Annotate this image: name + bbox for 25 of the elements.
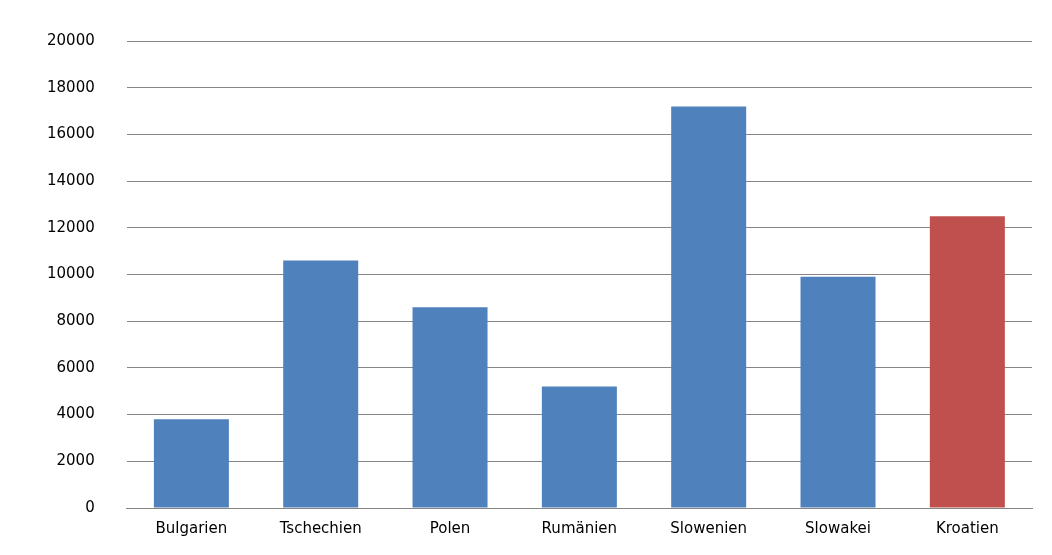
y-tick-label: 16000 [47,124,95,143]
bar [283,260,359,508]
bar [412,307,488,508]
y-tick-label: 12000 [47,217,95,236]
bar [929,216,1005,508]
x-tick-label: Tschechien [278,518,362,537]
x-tick-label: Bulgarien [155,518,228,537]
y-tick-label: 4000 [56,404,95,423]
y-tick-label: 8000 [56,311,95,330]
x-tick-label: Polen [429,518,471,537]
y-tick-label: 18000 [47,77,95,96]
x-tick-label: Kroatien [935,518,999,537]
y-tick-label: 2000 [56,451,95,470]
y-tick-label: 20000 [47,30,95,49]
bar [153,419,229,508]
bar [800,276,876,508]
y-tick-label: 14000 [47,170,95,189]
x-tick-label: Slowenien [670,518,748,537]
y-tick-label: 0 [85,497,95,516]
bar [541,386,617,508]
x-tick-label: Rumänien [541,518,618,537]
x-tick-label: Slowakei [805,518,871,537]
y-tick-label: 10000 [47,264,95,283]
y-tick-label: 6000 [56,357,95,376]
bar [671,106,747,508]
